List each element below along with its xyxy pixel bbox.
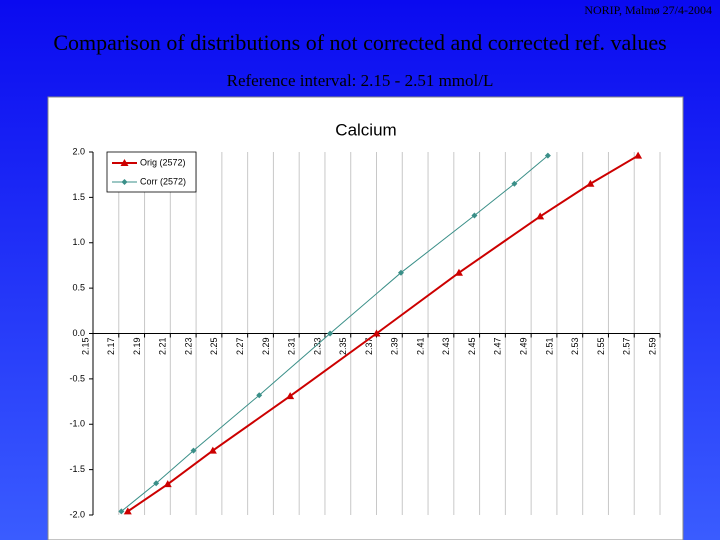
x-tick-label: 2.41 bbox=[415, 338, 425, 356]
legend-box bbox=[106, 151, 197, 193]
y-tick-label: -1.5 bbox=[69, 464, 85, 474]
marker bbox=[586, 179, 595, 187]
x-tick-label: 2.43 bbox=[441, 338, 451, 356]
marker bbox=[471, 212, 478, 219]
x-tick-label: 2.15 bbox=[80, 338, 90, 356]
x-tick-label: 2.21 bbox=[158, 338, 168, 356]
marker bbox=[163, 480, 172, 488]
marker bbox=[397, 269, 404, 276]
x-tick-label: 2.33 bbox=[312, 338, 322, 356]
y-tick-label: -2.0 bbox=[69, 509, 85, 519]
marker bbox=[372, 329, 381, 337]
x-tick-label: 2.17 bbox=[106, 338, 116, 356]
marker bbox=[190, 447, 197, 454]
y-tick-label: 0.0 bbox=[72, 328, 85, 338]
y-tick-label: 1.0 bbox=[72, 237, 85, 247]
slide-title: Comparison of distributions of not corre… bbox=[53, 30, 666, 55]
x-tick-label: 2.57 bbox=[622, 338, 632, 356]
header: NORIP, Malmø 27/4-2004 bbox=[584, 3, 712, 17]
x-tick-label: 2.51 bbox=[544, 338, 554, 356]
plot: 2.15 2.17 2.19 2.21 2.23 2.25 2.27 2.29 2.31 2.33… bbox=[69, 146, 661, 519]
marker bbox=[121, 179, 128, 185]
x-tick-label: 2.49 bbox=[519, 338, 529, 356]
marker bbox=[634, 151, 643, 159]
x-tick-label: 2.31 bbox=[287, 338, 297, 356]
y-tick-label: -1.0 bbox=[69, 419, 85, 429]
x-tick-label: 2.37 bbox=[364, 338, 374, 356]
marker bbox=[208, 446, 217, 454]
x-tick-label: 2.47 bbox=[493, 338, 503, 356]
marker bbox=[454, 268, 463, 276]
marker bbox=[118, 508, 125, 515]
chart-title: Calcium bbox=[335, 120, 396, 139]
marker bbox=[536, 212, 545, 220]
marker bbox=[120, 159, 129, 166]
x-tick-label: 2.39 bbox=[390, 338, 400, 356]
x-tick-label: 2.53 bbox=[570, 338, 580, 356]
x-tick-label: 2.45 bbox=[467, 338, 477, 356]
marker bbox=[327, 330, 334, 337]
x-tick-label: 2.23 bbox=[183, 338, 193, 356]
marker bbox=[511, 180, 518, 187]
marker bbox=[286, 392, 295, 400]
marker bbox=[123, 507, 132, 515]
x-tick-label: 2.55 bbox=[596, 338, 606, 356]
y-tick-label: 1.5 bbox=[72, 192, 85, 202]
y-tick-label: 0.5 bbox=[72, 283, 85, 293]
y-tick-label: 2.0 bbox=[72, 146, 85, 156]
x-tick-label: 2.27 bbox=[235, 338, 245, 356]
marker bbox=[256, 392, 263, 399]
marker bbox=[153, 480, 160, 487]
legend-label: Orig (2572) bbox=[140, 157, 186, 167]
legend-label: Corr (2572) bbox=[140, 176, 186, 186]
y-tick-label: -0.5 bbox=[69, 373, 85, 383]
marker bbox=[544, 152, 551, 159]
x-tick-label: 2.25 bbox=[209, 338, 219, 356]
x-tick-label: 2.19 bbox=[132, 338, 142, 356]
x-tick-label: 2.29 bbox=[261, 338, 271, 356]
x-tick-label: 2.59 bbox=[647, 338, 657, 356]
x-tick-label: 2.35 bbox=[338, 338, 348, 356]
slide-subtitle: Reference interval: 2.15 - 2.51 mmol/L bbox=[227, 71, 494, 90]
